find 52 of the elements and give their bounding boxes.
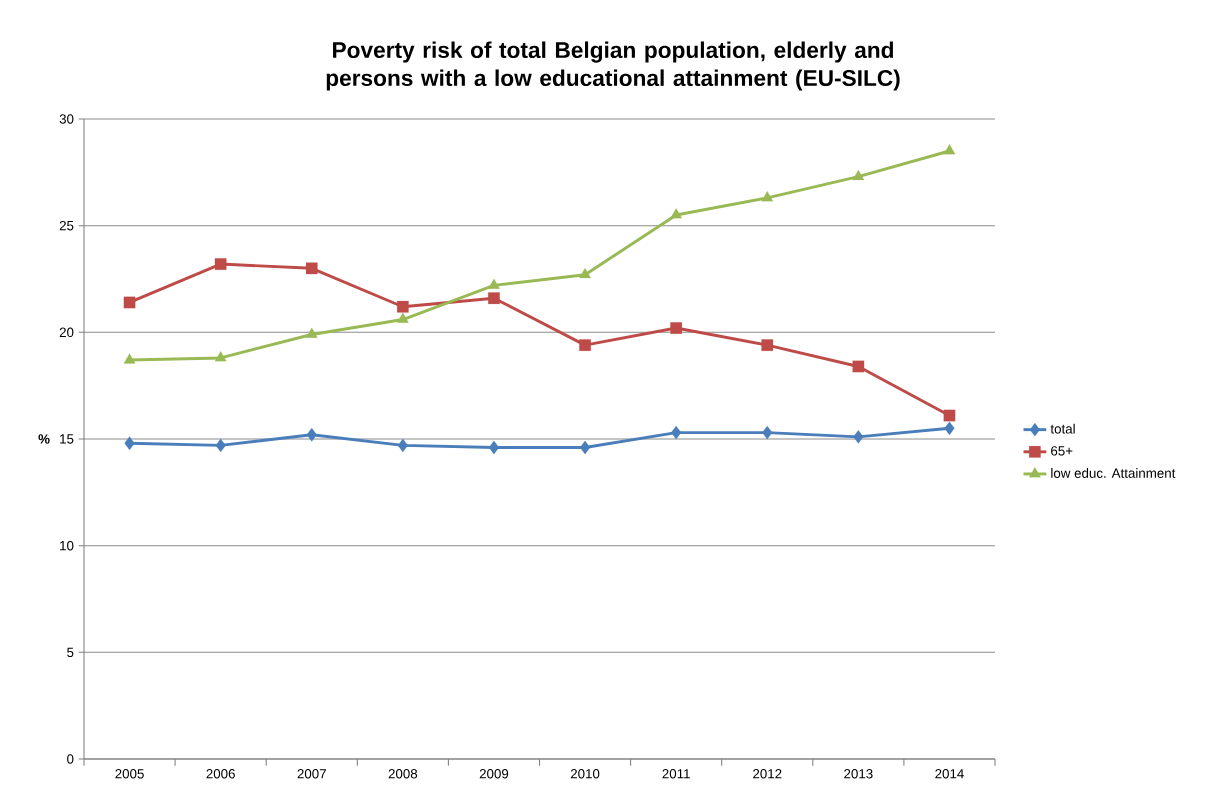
x-tick-label: 2011 bbox=[662, 769, 690, 779]
point bbox=[123, 353, 136, 364]
point bbox=[214, 351, 227, 362]
y-tick-label: 5 bbox=[67, 647, 74, 657]
point bbox=[488, 278, 500, 289]
point bbox=[852, 169, 865, 181]
point bbox=[215, 438, 226, 453]
x-tick-label: 2014 bbox=[935, 769, 964, 779]
point bbox=[670, 322, 682, 334]
point bbox=[214, 258, 227, 270]
x-tick-label: 2012 bbox=[753, 769, 782, 779]
point bbox=[397, 300, 409, 313]
point bbox=[123, 296, 136, 309]
point bbox=[397, 312, 409, 323]
x-tick-label: 2006 bbox=[206, 769, 235, 779]
point bbox=[579, 440, 591, 455]
point bbox=[306, 427, 317, 442]
point bbox=[579, 267, 591, 279]
chart-title: Poverty risk of total Belgian population, elderly and persons with a low educational attainment (EU-SILC) bbox=[326, 41, 900, 91]
y-tick-label: 30 bbox=[59, 114, 74, 124]
y-tick-label: 10 bbox=[60, 540, 74, 551]
y-tick-label: 0 bbox=[67, 754, 74, 764]
y-tick-label: 25 bbox=[59, 220, 74, 231]
y-tick-label: 20 bbox=[59, 327, 74, 338]
y-tick-label: 15 bbox=[60, 434, 74, 444]
point bbox=[853, 430, 864, 444]
legend-label: 65+ bbox=[1051, 446, 1073, 456]
point bbox=[944, 421, 955, 436]
point bbox=[761, 339, 774, 351]
legend-label: low educ. Attainment bbox=[1051, 468, 1176, 478]
x-tick-label: 2007 bbox=[297, 769, 326, 779]
point bbox=[943, 144, 956, 155]
point bbox=[579, 339, 591, 351]
x-tick-label: 2005 bbox=[115, 769, 144, 779]
y-axis-title: % bbox=[38, 434, 50, 444]
point bbox=[671, 425, 682, 440]
point bbox=[305, 327, 318, 338]
point bbox=[488, 440, 500, 455]
point bbox=[943, 409, 956, 422]
point bbox=[761, 191, 774, 202]
point bbox=[852, 360, 865, 373]
point bbox=[670, 208, 683, 219]
x-tick-label: 2013 bbox=[844, 769, 873, 779]
point bbox=[124, 436, 135, 451]
point bbox=[762, 425, 773, 440]
x-tick-label: 2010 bbox=[570, 769, 600, 779]
x-tick-label: 2008 bbox=[388, 769, 418, 779]
point bbox=[397, 438, 408, 453]
legend-label: total bbox=[1050, 423, 1075, 434]
x-tick-label: 2009 bbox=[479, 769, 509, 779]
point bbox=[488, 292, 500, 305]
point bbox=[305, 262, 318, 275]
